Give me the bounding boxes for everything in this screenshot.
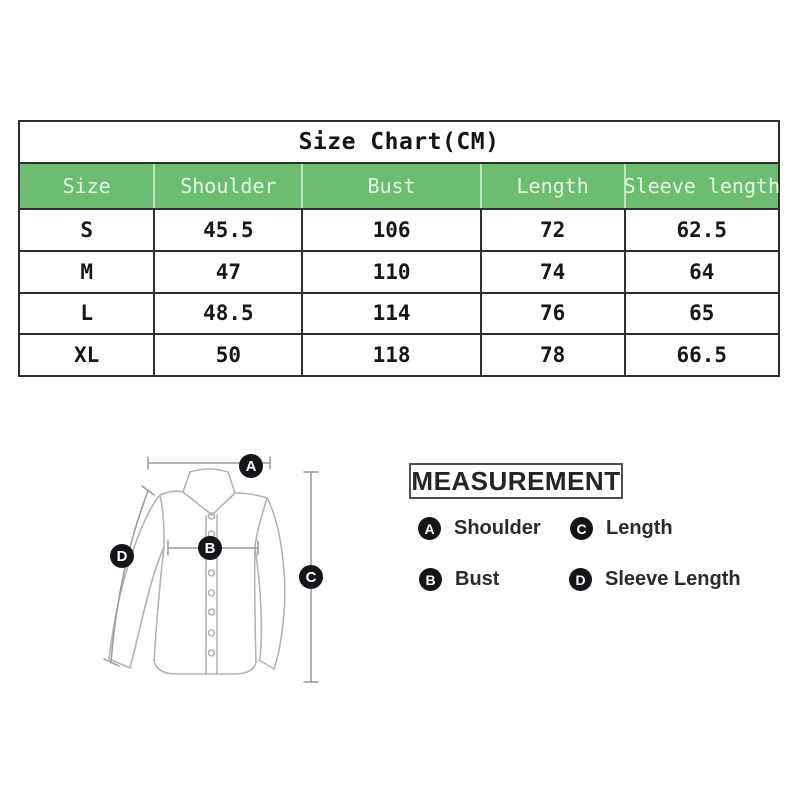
bust-value: 110 [303, 251, 482, 292]
size-label: XL [20, 335, 156, 375]
legend-label-bust: Bust [455, 568, 500, 590]
length-value: 76 [482, 293, 626, 334]
length-value: 78 [482, 335, 626, 375]
shoulder-value: 50 [155, 335, 304, 375]
sleeve-value: 62.5 [676, 217, 728, 242]
size-chart-title: Size Chart(CM) [20, 122, 778, 164]
column-header-shoulder: Shoulder [155, 164, 304, 208]
column-header-bust: Bust [303, 164, 482, 208]
letter-a-badge: A [418, 517, 441, 540]
table-header-row: Size Shoulder Bust Length Sleeve length [20, 164, 781, 210]
legend-label-sleeve-length: Sleeve Length [605, 568, 741, 590]
letter-b-badge: B [419, 568, 442, 591]
length-marker-c: C [299, 565, 323, 589]
letter-c-badge: C [570, 517, 593, 540]
table-row-l: L 48.5 114 76 65 [20, 291, 778, 334]
length-value: 74 [482, 251, 626, 292]
bust-value: 106 [303, 210, 482, 250]
legend-item-shoulder: A Shoulder [418, 517, 541, 540]
table-row-m: M 47 110 74 64 [20, 249, 778, 292]
size-label: S [20, 210, 156, 250]
legend-item-length: C Length [570, 517, 673, 540]
sleeve-value: 66.5 [676, 343, 728, 368]
bust-marker-b: B [198, 536, 222, 560]
shoulder-value: 47 [155, 251, 304, 292]
shirt-line-drawing [103, 456, 319, 683]
column-header-sleeve-length: Sleeve length [623, 174, 781, 198]
size-chart-table: Size Chart(CM) Size Shoulder Bust Length… [18, 120, 780, 377]
legend-label-length: Length [606, 517, 673, 539]
sleeve-value: 65 [689, 301, 715, 326]
size-label: M [20, 251, 156, 292]
size-label: L [20, 293, 156, 334]
legend-item-bust: B Bust [419, 568, 499, 591]
table-row-s: S 45.5 106 72 62.5 [20, 210, 778, 250]
table-row-xl: XL 50 118 78 66.5 [20, 333, 778, 375]
column-header-length: Length [482, 164, 626, 208]
measurement-legend-title: MEASUREMENT [409, 463, 623, 499]
letter-d-badge: D [569, 568, 592, 591]
column-header-size: Size [20, 164, 156, 208]
bust-value: 118 [303, 335, 482, 375]
legend-label-shoulder: Shoulder [454, 517, 541, 539]
sleeve-value: 64 [689, 259, 715, 284]
shoulder-value: 48.5 [155, 293, 304, 334]
bust-value: 114 [303, 293, 482, 334]
length-value: 72 [482, 210, 626, 250]
shoulder-marker-a: A [239, 454, 263, 478]
sleeve-marker-d: D [110, 544, 134, 568]
legend-item-sleeve-length: D Sleeve Length [569, 568, 741, 591]
shoulder-value: 45.5 [155, 210, 304, 250]
